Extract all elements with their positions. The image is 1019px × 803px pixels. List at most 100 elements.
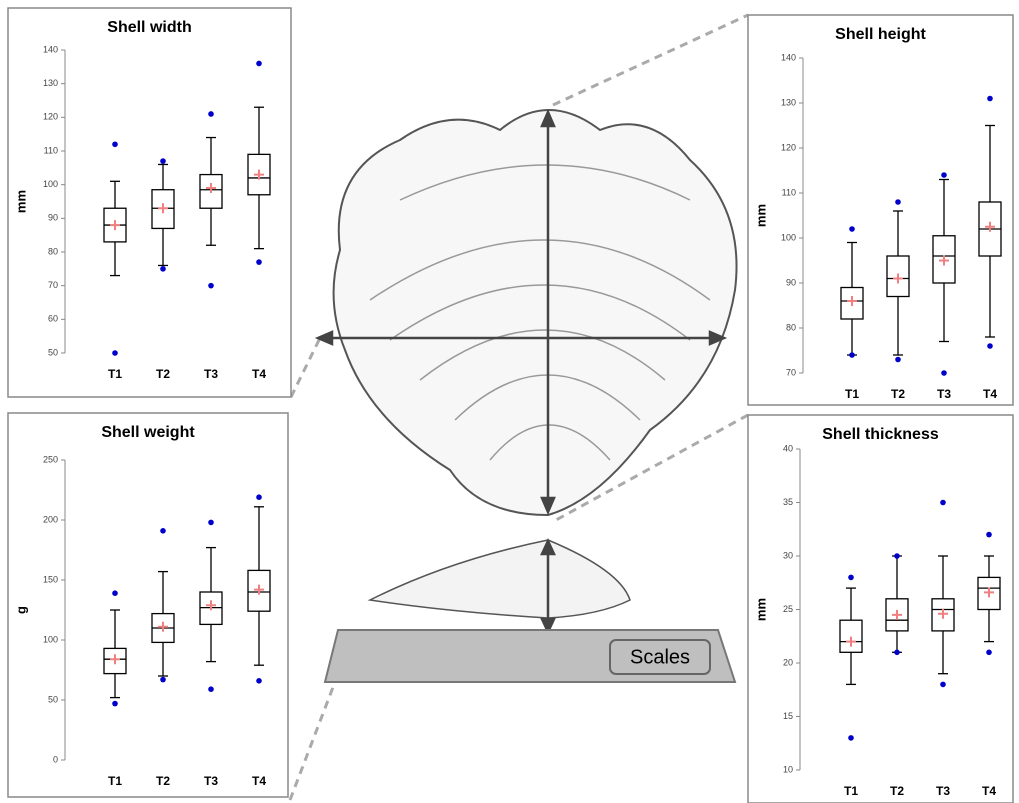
- chart-title: Shell thickness: [822, 426, 939, 443]
- y-tick-label: 200: [43, 514, 58, 524]
- mean-marker: [110, 220, 120, 231]
- y-tick-label: 40: [783, 443, 793, 453]
- y-tick-label: 70: [48, 280, 58, 290]
- y-tick-label: 120: [781, 142, 796, 152]
- y-tick-label: 90: [48, 213, 58, 223]
- x-tick-label: T1: [108, 774, 122, 788]
- y-tick-label: 70: [786, 367, 796, 377]
- y-tick-label: 130: [781, 97, 796, 107]
- y-tick-label: 130: [43, 78, 58, 88]
- x-tick-label: T2: [891, 387, 905, 401]
- outlier: [208, 686, 214, 692]
- outlier: [208, 111, 214, 117]
- outlier: [986, 531, 992, 538]
- y-tick-label: 20: [783, 657, 793, 667]
- y-tick-label: 25: [783, 604, 793, 614]
- y-tick-label: 150: [43, 574, 58, 584]
- outlier: [848, 574, 854, 581]
- chart-panel: Shell height mm 70 80 90 100 110 120 130 140 T1 T2 T…: [747, 14, 1014, 406]
- y-tick-label: 100: [43, 634, 58, 644]
- y-tick-label: 90: [786, 277, 796, 287]
- shell-top-view: [332, 109, 738, 517]
- arrow-head: [540, 617, 556, 635]
- mean-marker: [938, 608, 948, 619]
- panel-frame: [747, 414, 1014, 803]
- x-tick-label: T1: [844, 784, 858, 798]
- shell-side-view: [367, 539, 631, 619]
- outlier: [256, 259, 262, 265]
- growth-ring: [419, 329, 666, 381]
- x-tick-label: T2: [156, 367, 170, 381]
- y-axis-label: mm: [753, 204, 768, 227]
- outlier: [256, 60, 262, 67]
- y-tick-label: 60: [48, 314, 58, 324]
- y-axis-label: mm: [753, 598, 768, 621]
- x-tick-label: T4: [252, 367, 266, 381]
- outlier: [112, 141, 118, 148]
- outlier: [112, 700, 118, 707]
- chart-title: Shell weight: [101, 424, 195, 441]
- outlier: [895, 356, 901, 363]
- box: [839, 619, 863, 653]
- outlier: [160, 266, 166, 272]
- growth-ring: [389, 284, 691, 341]
- y-tick-label: 250: [43, 454, 58, 464]
- growth-ring: [369, 239, 711, 301]
- outlier: [986, 649, 992, 656]
- y-tick-label: 140: [43, 44, 58, 54]
- x-tick-label: T1: [108, 367, 122, 381]
- x-tick-label: T3: [937, 387, 951, 401]
- x-tick-label: T2: [156, 774, 170, 788]
- panel-frame: [747, 14, 1014, 406]
- panel-frame: [7, 7, 292, 398]
- y-tick-label: 120: [43, 112, 58, 122]
- mean-marker: [110, 654, 120, 665]
- y-tick-label: 100: [781, 232, 796, 242]
- outlier: [160, 676, 166, 683]
- outlier: [940, 499, 946, 506]
- illustration: Scales: [288, 13, 749, 801]
- arrow-head: [708, 330, 728, 346]
- y-tick-label: 35: [783, 497, 793, 507]
- y-tick-label: 110: [44, 145, 58, 155]
- y-tick-label: 110: [782, 187, 796, 197]
- arrow-head: [314, 330, 334, 346]
- outlier: [987, 95, 993, 102]
- y-axis-label: g: [13, 606, 28, 614]
- x-tick-label: T3: [204, 774, 218, 788]
- arrow-head: [540, 538, 556, 556]
- x-tick-label: T3: [936, 784, 950, 798]
- outlier: [112, 350, 118, 356]
- arrow-head: [540, 108, 556, 128]
- outlier: [894, 553, 900, 559]
- scales-label: Scales: [630, 646, 690, 668]
- y-tick-label: 15: [783, 711, 793, 721]
- chart-panel: Shell thickness mm 10 15 20 25 30 35 40 T1 T2 T3 T4: [747, 414, 1014, 803]
- connector: [555, 413, 749, 522]
- y-tick-label: 80: [48, 246, 58, 256]
- outlier: [160, 158, 166, 164]
- y-tick-label: 0: [53, 754, 58, 764]
- x-tick-label: T4: [252, 774, 266, 788]
- chart-panel: Shell width mm 50 60 70 80 90 100 110 120 130 140 T1…: [7, 7, 292, 398]
- mean-marker: [158, 621, 168, 632]
- outlier: [112, 590, 118, 596]
- outlier: [160, 528, 166, 534]
- outlier: [894, 649, 900, 656]
- outlier: [987, 343, 993, 349]
- y-tick-label: 80: [786, 322, 796, 332]
- chart-title: Shell height: [835, 26, 926, 43]
- outlier: [941, 370, 947, 376]
- panel-frame: [7, 412, 289, 798]
- y-tick-label: 100: [43, 179, 58, 189]
- mean-marker: [939, 255, 949, 266]
- connector: [289, 337, 322, 398]
- scales-box: [609, 639, 711, 675]
- x-tick-label: T4: [982, 784, 996, 798]
- mean-marker: [893, 273, 903, 284]
- mean-marker: [206, 600, 216, 611]
- y-axis-label: mm: [13, 190, 28, 213]
- mean-marker: [254, 169, 264, 180]
- outlier: [849, 352, 855, 358]
